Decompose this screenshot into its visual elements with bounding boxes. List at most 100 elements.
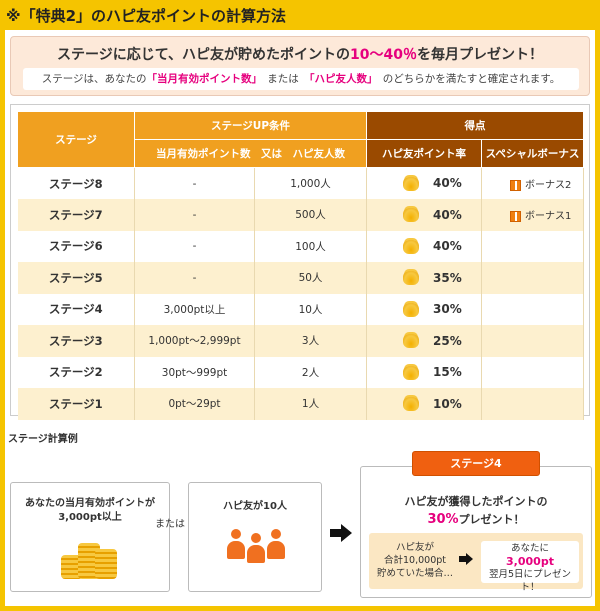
rate-cell: 40% xyxy=(366,167,483,199)
points-cell: 3,000pt以上 xyxy=(134,293,255,325)
rate-cell: 40% xyxy=(366,230,483,262)
coin-icon xyxy=(403,271,420,285)
bonus-cell xyxy=(481,293,585,325)
detail-a1: ハピ友が xyxy=(395,542,434,553)
friends-cell: 3人 xyxy=(254,325,368,357)
coin-icon xyxy=(403,302,420,317)
small-arrow-right-icon xyxy=(459,553,473,565)
friends-cell: 100人 xyxy=(254,230,368,262)
points-cell: 0pt〜29pt xyxy=(134,388,255,420)
page-title: ※「特典2」のハピ友ポイントの計算方法 xyxy=(6,6,287,25)
table-row: ステージ6-100人 40% xyxy=(17,230,585,262)
coin-icon xyxy=(403,334,420,348)
friends-cell: 2人 xyxy=(254,356,368,388)
intro-subtext: ステージは、あなたの「当月有効ポイント数」 または 「ハピ友人数」 のどちらかを… xyxy=(23,68,579,90)
intro-sub-post: のどちらかを満たすと確定されます。 xyxy=(382,73,561,85)
stage-cell: ステージ1 xyxy=(17,388,135,420)
detail-b1: あなたに xyxy=(510,543,549,554)
arrow-right-icon xyxy=(330,524,352,542)
stage-cell: ステージ6 xyxy=(17,230,135,262)
result-detail: ハピ友が 合計10,000pt 貯めていた場合… あなたに 3,000pt 翌月… xyxy=(369,533,583,593)
header-bonus: スペシャルボーナス xyxy=(481,139,585,168)
header-stage: ステージ xyxy=(17,111,135,168)
rate-value: 40% xyxy=(433,176,462,191)
example-points-box: あなたの当月有効ポイントが 3,000pt以上 xyxy=(10,482,170,592)
detail-b3: 翌月5日にプレゼント！ xyxy=(488,569,572,593)
header-score: 得点 xyxy=(366,111,585,140)
rate-value: 10% xyxy=(433,396,462,411)
rate-value: 40% xyxy=(433,239,462,253)
points-cell: 30pt〜999pt xyxy=(134,356,255,388)
intro-headline: ステージに応じて、ハピ友が貯めたポイントの10〜40％を毎月プレゼント！ xyxy=(11,44,589,64)
intro-sub-highlight-points: 「当月有効ポイント数」 xyxy=(146,73,257,85)
table-row: ステージ8-1,000人 40% ボーナス2 xyxy=(17,167,585,199)
coin-icon xyxy=(403,176,420,191)
result-detail-condition: ハピ友が 合計10,000pt 貯めていた場合… xyxy=(375,541,455,580)
gift-icon xyxy=(510,210,522,222)
stage-table: ステージ ステージUP条件 得点 当月有効ポイント数 又は ハピ友人数 ハピ友ポ… xyxy=(17,111,585,420)
table-row: ステージ3 1,000pt〜2,999pt 3人 25% xyxy=(17,325,585,357)
bonus-cell xyxy=(481,325,585,357)
result-line1: ハピ友が獲得したポイントの xyxy=(404,495,548,508)
coin-icon xyxy=(403,208,420,222)
bonus-cell xyxy=(481,262,585,294)
friends-cell: 1,000人 xyxy=(254,167,368,199)
coin-icon xyxy=(403,397,420,411)
intro-headline-highlight: 10〜40％ xyxy=(350,47,417,63)
rate-value: 15% xyxy=(433,365,462,379)
people-icon xyxy=(227,523,287,563)
friends-cell: 500人 xyxy=(254,199,368,231)
gift-icon xyxy=(510,179,522,191)
stage-cell: ステージ5 xyxy=(17,262,135,294)
points-cell: - xyxy=(134,167,255,199)
rate-cell: 40% xyxy=(366,199,483,231)
title-bar: ※「特典2」のハピ友ポイントの計算方法 xyxy=(0,0,600,30)
friends-cell: 1人 xyxy=(254,388,368,420)
bonus-cell xyxy=(481,356,585,388)
bonus-value: ボーナス1 xyxy=(525,211,572,223)
coin-icon xyxy=(403,239,420,254)
rate-value: 40% xyxy=(433,207,462,222)
rate-value: 25% xyxy=(433,333,462,348)
bonus-cell: ボーナス1 xyxy=(481,199,585,231)
bonus-cell: ボーナス2 xyxy=(481,167,585,199)
stage4-badge: ステージ4 xyxy=(412,451,540,476)
points-cell: - xyxy=(134,230,255,262)
intro-sub-highlight-friends: 「ハピ友人数」 xyxy=(309,73,373,85)
stage-cell: ステージ8 xyxy=(17,167,135,199)
points-cell: 1,000pt〜2,999pt xyxy=(134,325,255,357)
example-friends-text: ハピ友が10人 xyxy=(223,501,287,512)
bonus-cell xyxy=(481,388,585,420)
stage-cell: ステージ2 xyxy=(17,356,135,388)
result-line2: 30%プレゼント！ xyxy=(361,511,591,527)
result-post: プレゼント！ xyxy=(458,513,525,526)
header-rate: ハピ友ポイント率 xyxy=(366,139,483,168)
table-row: ステージ7-500人 40% ボーナス1 xyxy=(17,199,585,231)
header-conditions-sub: 当月有効ポイント数 又は ハピ友人数 xyxy=(133,139,368,168)
rate-cell: 10% xyxy=(366,388,483,420)
detail-a2: 合計10,000pt xyxy=(384,555,446,566)
rate-cell: 35% xyxy=(366,262,483,294)
rate-value: 35% xyxy=(433,270,462,285)
example-friends-box: ハピ友が10人 xyxy=(188,482,322,592)
bonus-cell xyxy=(481,230,585,262)
detail-b2: 3,000pt xyxy=(506,555,554,568)
example-result-box: ハピ友が獲得したポイントの 30%プレゼント！ ハピ友が 合計10,000pt … xyxy=(360,466,592,598)
stage-cell: ステージ3 xyxy=(17,325,135,357)
example-points-line1: あなたの当月有効ポイントが xyxy=(25,498,155,509)
or-label: または xyxy=(155,519,185,530)
coins-icon xyxy=(59,535,119,579)
intro-panel: ステージに応じて、ハピ友が貯めたポイントの10〜40％を毎月プレゼント！ ステー… xyxy=(10,36,590,96)
coin-icon xyxy=(403,365,420,380)
bonus-value: ボーナス2 xyxy=(525,180,572,191)
table-row: ステージ1 0pt〜29pt 1人 10% xyxy=(17,388,585,420)
rate-cell: 15% xyxy=(366,356,483,388)
result-highlight: 30% xyxy=(427,512,459,527)
stage-cell: ステージ7 xyxy=(17,199,135,231)
detail-a3: 貯めていた場合… xyxy=(376,568,453,579)
table-row: ステージ4 3,000pt以上 10人 30% xyxy=(17,293,585,325)
header-conditions: ステージUP条件 xyxy=(133,111,368,140)
rate-cell: 30% xyxy=(366,293,483,325)
intro-headline-pre: ステージに応じて、ハピ友が貯めたポイントの xyxy=(57,47,351,63)
